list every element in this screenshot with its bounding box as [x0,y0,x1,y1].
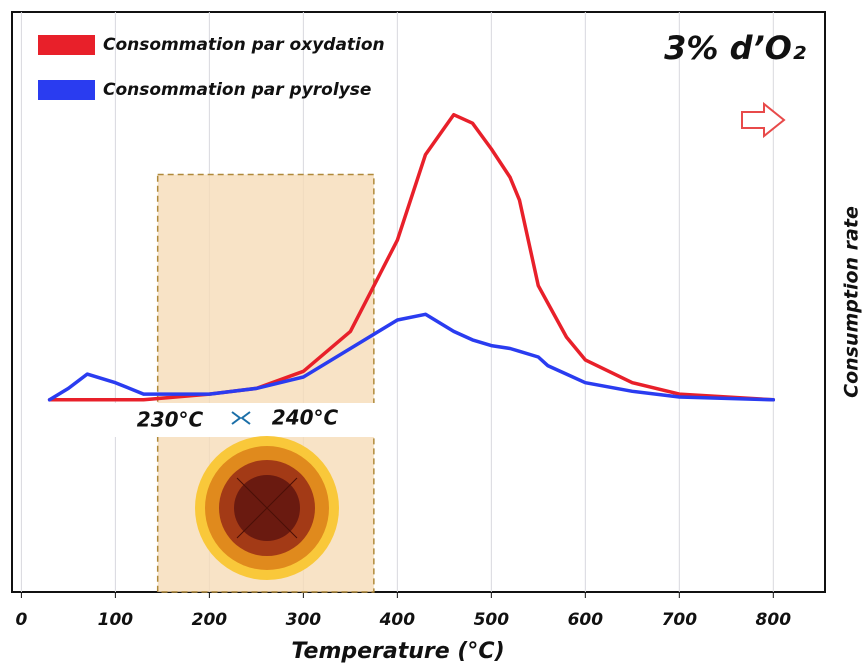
arrow-icon [741,101,786,139]
lines-layer [47,112,776,402]
x-tick-label: 0 [15,610,27,630]
arrows [231,411,251,425]
legend-swatch [38,80,95,100]
legend-label: Consommation par pyrolyse [103,80,371,100]
annotation: 240°C [272,406,339,430]
annotation-box [100,403,380,437]
x-tick-label: 400 [379,610,416,630]
particle-icon [195,436,339,580]
x-axis-label: Temperature (°C) [291,639,504,664]
series-line [47,312,776,402]
legend-label: Consommation par oxydation [103,35,385,55]
x-tick-label: 200 [192,610,228,630]
x-tick-label: 100 [98,610,134,630]
x-tick-label: 500 [474,610,510,630]
x-tick-label: 800 [756,610,792,630]
annotation: 230°C [137,408,204,432]
series-line [47,112,776,402]
y-axis-label: Consumption rate [841,206,863,398]
x-tick-label: 600 [568,610,604,630]
x-tick-label: 300 [286,610,322,630]
legend-swatch [38,35,95,55]
legend: Consommation par oxydation Consommation p… [38,35,385,100]
plot-frame [11,11,826,593]
x-tick-label: 700 [662,610,698,630]
chart-title: 3% d’O₂ [664,29,806,67]
